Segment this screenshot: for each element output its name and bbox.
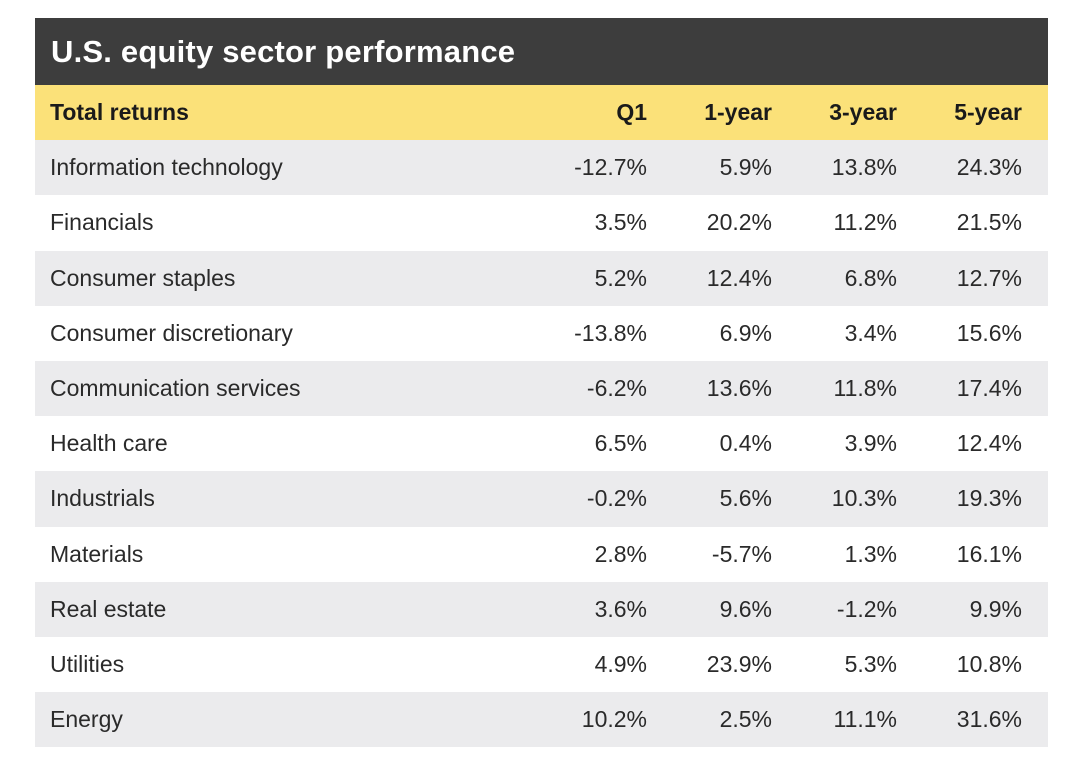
value-3-year: 10.3% [831,485,897,512]
sector-name: Communication services [50,375,301,402]
header-total-returns: Total returns [50,99,189,126]
header-1-year: 1-year [704,99,772,126]
table-row: Consumer discretionary -13.8% 6.9% 3.4% 15.6… [35,305,1048,361]
table-row: Health care 6.5% 0.4% 3.9% 12.4% [35,416,1048,472]
header-row: Total returns Q1 1-year 3-year 5-year [35,85,1048,141]
value-q1: 3.6% [594,595,647,622]
value-1-year: 6.9% [719,319,772,346]
value-5-year: 12.7% [956,264,1022,291]
value-5-year: 10.8% [956,650,1022,677]
sector-name: Health care [50,430,168,457]
value-3-year: 5.3% [844,650,897,677]
sector-name: Industrials [50,485,155,512]
sector-name: Financials [50,209,154,236]
value-q1: -12.7% [574,154,647,181]
header-q1: Q1 [616,99,647,126]
header-3-year: 3-year [829,99,897,126]
table-row: Consumer staples 5.2% 12.4% 6.8% 12.7% [35,250,1048,306]
sector-name: Consumer discretionary [50,319,293,346]
value-5-year: 24.3% [956,154,1022,181]
table-row: Utilities 4.9% 23.9% 5.3% 10.8% [35,636,1048,693]
value-q1: 2.8% [594,540,647,567]
sector-name: Information technology [50,154,283,181]
value-q1: -6.2% [586,375,647,402]
value-3-year: 3.4% [844,319,897,346]
sector-name: Energy [50,706,123,733]
value-3-year: 11.8% [833,375,897,402]
sector-name: Materials [50,540,144,567]
value-3-year: 3.9% [844,430,897,457]
value-3-year: 11.1% [833,706,897,733]
value-3-year: 11.2% [833,209,897,236]
value-1-year: 2.5% [719,706,772,733]
title-bar: U.S. equity sector performance [35,18,1048,85]
value-1-year: 23.9% [706,650,772,677]
value-5-year: 16.1% [956,540,1022,567]
value-q1: -0.2% [586,485,647,512]
value-1-year: 5.9% [719,154,772,181]
value-5-year: 19.3% [956,485,1022,512]
value-q1: 5.2% [594,264,647,291]
value-q1: -13.8% [574,319,647,346]
value-1-year: 5.6% [719,485,772,512]
value-q1: 6.5% [594,430,647,457]
table-row: Communication services -6.2% 13.6% 11.8% 17.… [35,360,1048,417]
value-1-year: 0.4% [719,430,772,457]
table-row: Materials 2.8% -5.7% 1.3% 16.1% [35,526,1048,582]
value-3-year: 1.3% [844,540,897,567]
value-q1: 4.9% [594,650,647,677]
value-q1: 3.5% [594,209,647,236]
value-1-year: 9.6% [719,595,772,622]
value-q1: 10.2% [581,706,647,733]
value-5-year: 9.9% [969,595,1022,622]
sector-name: Consumer staples [50,264,236,291]
value-1-year: -5.7% [711,540,772,567]
table-row: Financials 3.5% 20.2% 11.2% 21.5% [35,195,1048,251]
table-body: Information technology -12.7% 5.9% 13.8% 24.… [35,140,1048,748]
value-5-year: 17.4% [956,375,1022,402]
header-5-year: 5-year [954,99,1022,126]
value-1-year: 12.4% [706,264,772,291]
value-3-year: 6.8% [844,264,897,291]
table-row: Energy 10.2% 2.5% 11.1% 31.6% [35,692,1048,748]
value-5-year: 15.6% [956,319,1022,346]
value-5-year: 21.5% [956,209,1022,236]
value-5-year: 31.6% [956,706,1022,733]
table-title: U.S. equity sector performance [51,33,516,69]
value-1-year: 20.2% [706,209,772,236]
value-3-year: -1.2% [836,595,897,622]
table-row: Real estate 3.6% 9.6% -1.2% 9.9% [35,581,1048,637]
value-3-year: 13.8% [831,154,897,181]
table-row: Industrials -0.2% 5.6% 10.3% 19.3% [35,471,1048,527]
sector-name: Real estate [50,595,167,622]
table-row: Information technology -12.7% 5.9% 13.8% 24.… [35,140,1048,196]
value-1-year: 13.6% [706,375,772,402]
value-5-year: 12.4% [956,430,1022,457]
sector-performance-table: U.S. equity sector performance Total ret… [35,18,1048,748]
sector-name: Utilities [50,650,125,677]
